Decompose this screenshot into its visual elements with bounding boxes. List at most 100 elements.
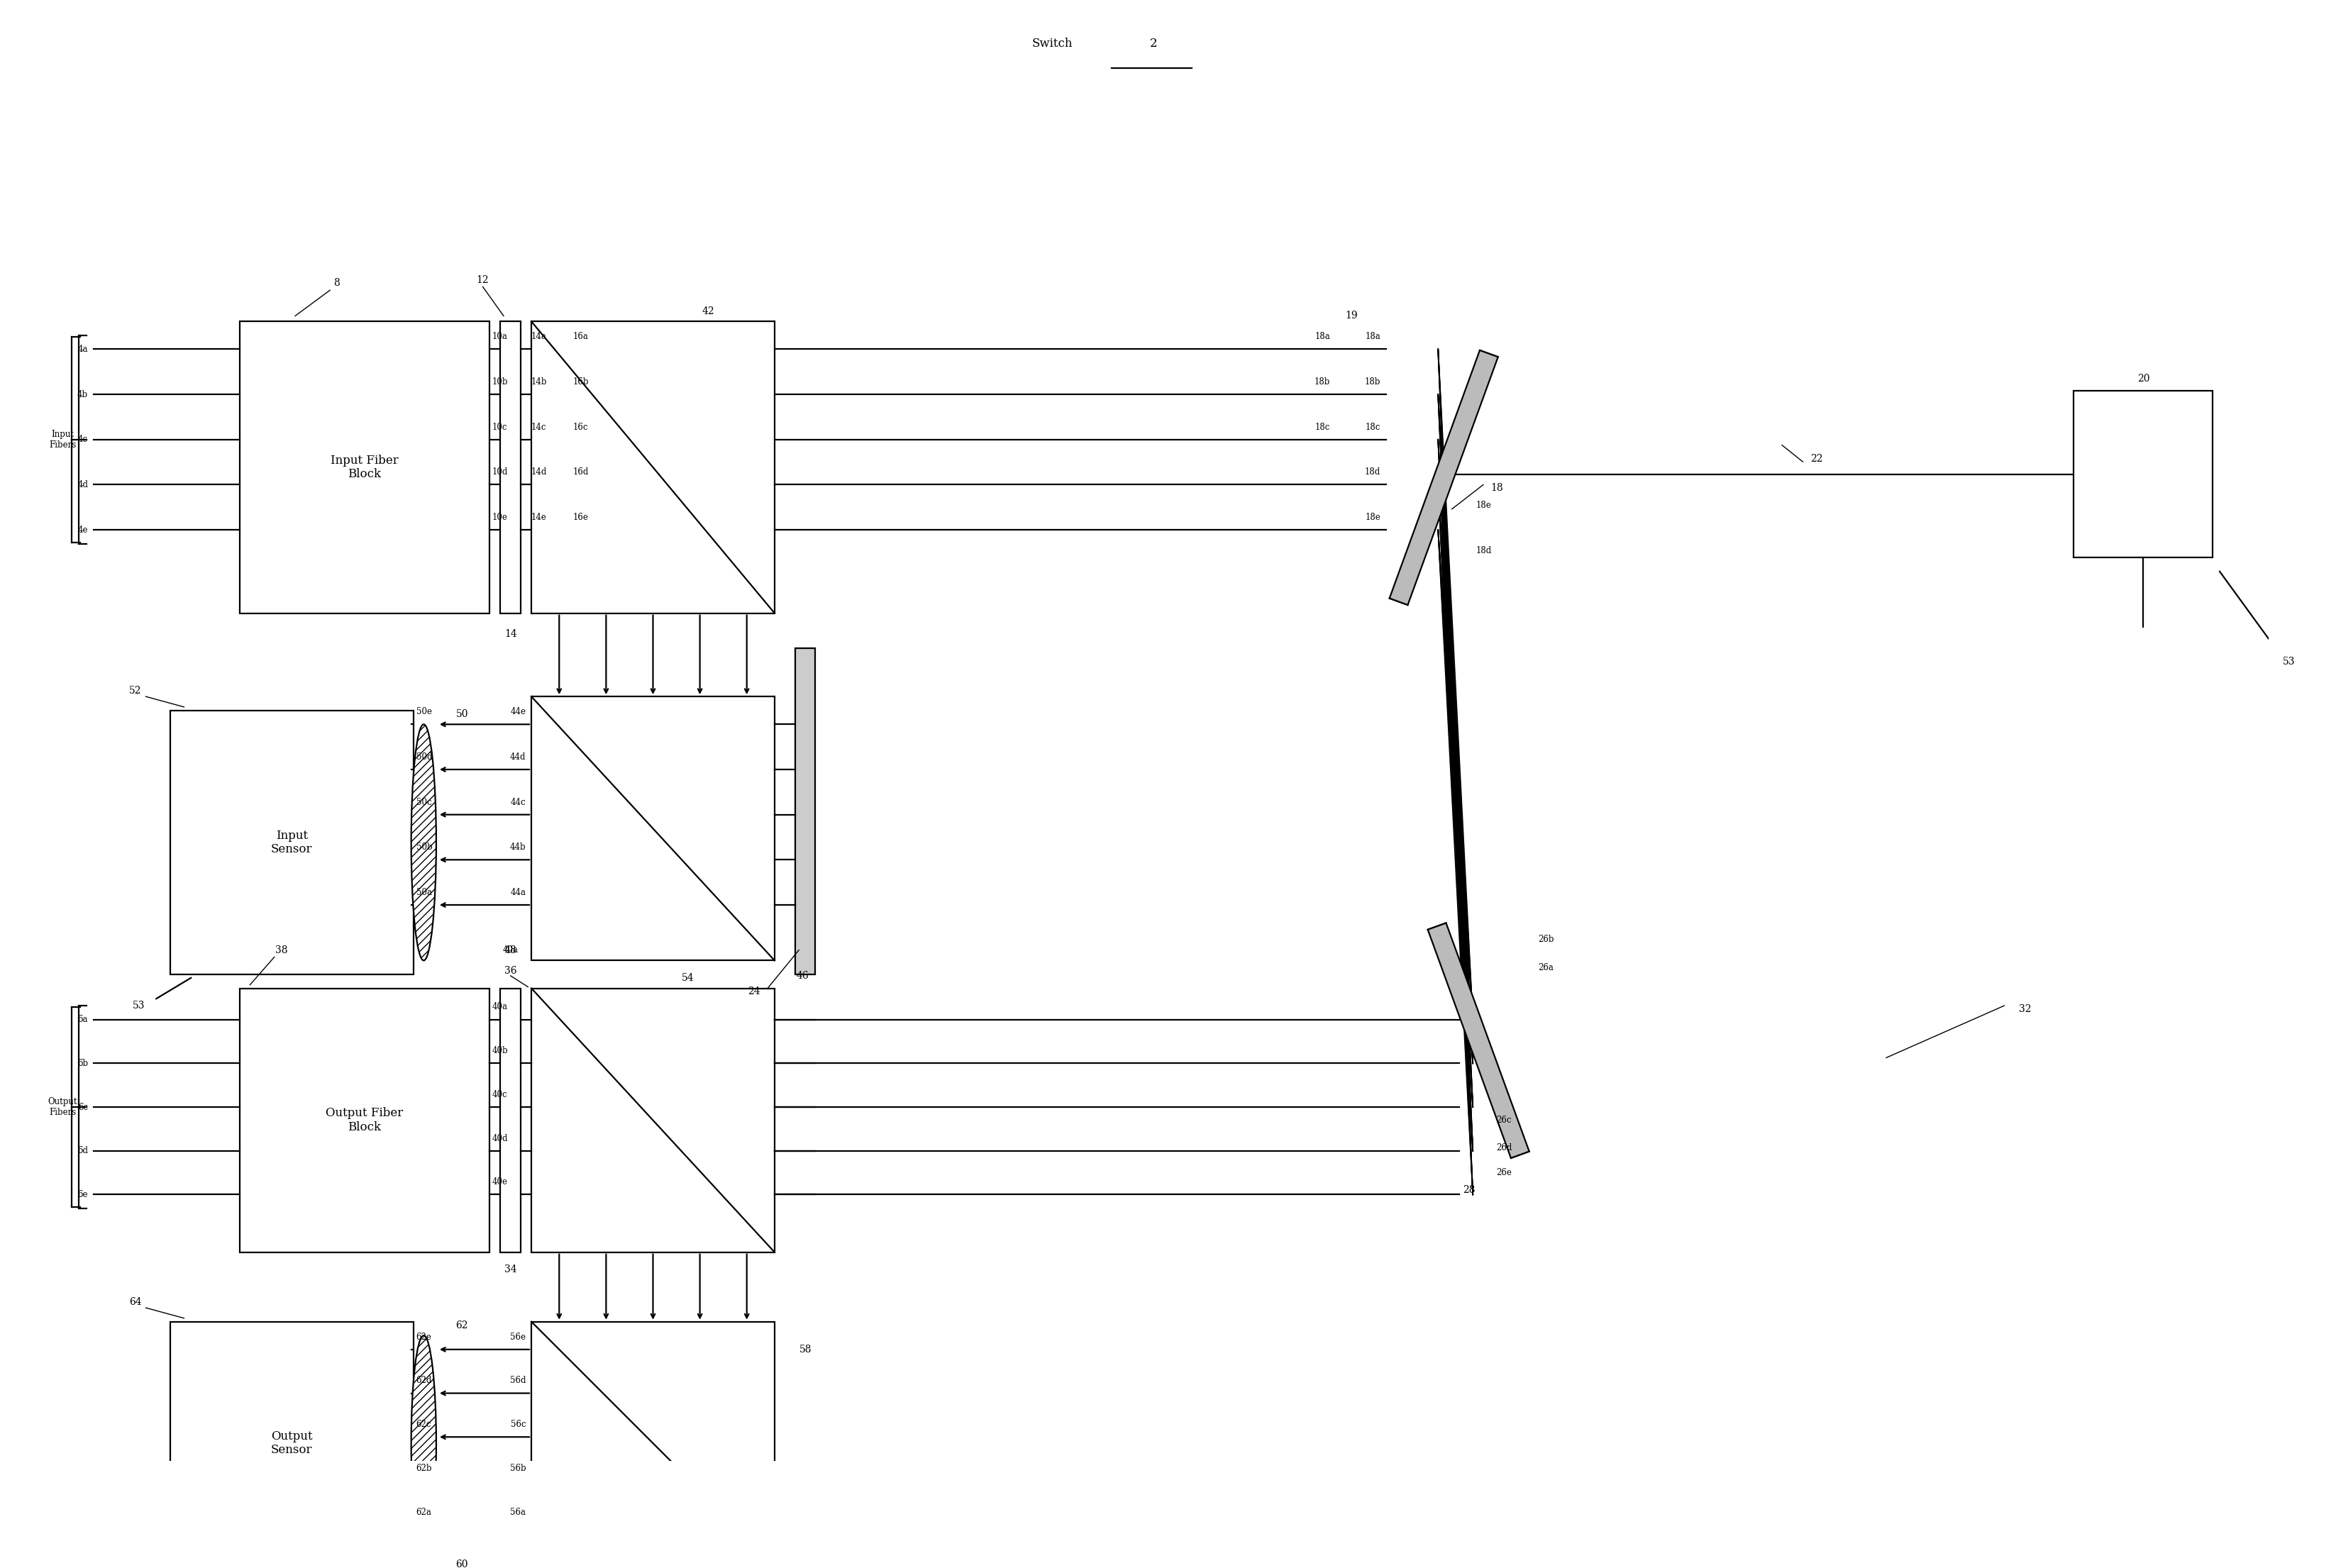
Text: 14a: 14a: [530, 332, 547, 342]
Text: 18: 18: [1490, 483, 1504, 494]
Text: 28: 28: [1462, 1185, 1476, 1195]
Text: 32: 32: [2018, 1004, 2032, 1014]
Text: 58: 58: [799, 1344, 813, 1355]
Text: 26a: 26a: [1537, 963, 1553, 972]
Text: 34: 34: [505, 1265, 516, 1275]
Text: 36: 36: [505, 966, 516, 975]
Text: 26e: 26e: [1497, 1168, 1511, 1178]
Text: 14e: 14e: [530, 513, 547, 522]
Text: 10b: 10b: [493, 378, 507, 387]
Text: Switch: Switch: [1033, 38, 1072, 50]
Text: 18b: 18b: [1315, 378, 1332, 387]
Text: 20: 20: [2137, 373, 2149, 384]
Text: 50a: 50a: [416, 887, 432, 897]
Text: 44d: 44d: [509, 753, 526, 762]
Text: 18a: 18a: [1315, 332, 1332, 342]
Bar: [530, 1322, 776, 1565]
Text: 10d: 10d: [493, 467, 507, 477]
Text: 4d: 4d: [77, 480, 89, 489]
Text: 26d: 26d: [1495, 1143, 1511, 1152]
Text: 18c: 18c: [1364, 422, 1381, 431]
Text: 54: 54: [682, 972, 694, 983]
Bar: [171, 710, 413, 974]
Text: Output
Sensor: Output Sensor: [271, 1430, 313, 1457]
Text: 42: 42: [703, 306, 715, 317]
Polygon shape: [1427, 924, 1530, 1159]
Bar: [241, 988, 491, 1253]
Text: Input Fiber
Block: Input Fiber Block: [332, 455, 399, 480]
Text: 53: 53: [133, 1000, 145, 1011]
Ellipse shape: [411, 724, 437, 961]
Text: 50d: 50d: [416, 753, 432, 762]
Text: 16b: 16b: [572, 378, 589, 387]
Text: 18b: 18b: [1364, 378, 1381, 387]
Text: 10e: 10e: [493, 513, 507, 522]
Text: 62: 62: [456, 1320, 467, 1330]
Text: 56c: 56c: [512, 1421, 526, 1428]
Text: 4b: 4b: [77, 390, 89, 398]
Text: 44b: 44b: [509, 842, 526, 851]
Bar: [500, 321, 521, 613]
Text: 18e: 18e: [1364, 513, 1381, 522]
Text: 44a: 44a: [509, 887, 526, 897]
Text: 50c: 50c: [416, 798, 432, 806]
Polygon shape: [1390, 350, 1497, 605]
Text: 19: 19: [1346, 310, 1357, 320]
Text: 14b: 14b: [530, 378, 547, 387]
Ellipse shape: [411, 1336, 437, 1551]
Text: 40c: 40c: [493, 1090, 507, 1099]
Text: Input
Sensor: Input Sensor: [271, 829, 313, 856]
Text: 56d: 56d: [509, 1377, 526, 1385]
Text: 44e: 44e: [509, 707, 526, 717]
Text: Output
Fibers: Output Fibers: [47, 1098, 77, 1116]
Text: 6d: 6d: [77, 1146, 89, 1156]
Text: 4e: 4e: [77, 525, 89, 535]
Text: 26b: 26b: [1537, 935, 1553, 944]
Bar: [530, 696, 776, 961]
Text: 16a: 16a: [572, 332, 589, 342]
Text: 8: 8: [334, 278, 341, 289]
Text: 16c: 16c: [572, 422, 589, 431]
Text: 14c: 14c: [530, 422, 547, 431]
Text: 12: 12: [477, 274, 488, 285]
Text: 6b: 6b: [77, 1058, 89, 1068]
Bar: [171, 1322, 413, 1565]
Text: 40a: 40a: [493, 1002, 507, 1011]
Text: 18e: 18e: [1476, 500, 1493, 510]
Text: 2: 2: [1149, 38, 1156, 50]
Text: 40b: 40b: [493, 1046, 507, 1055]
Text: 40a: 40a: [502, 946, 519, 955]
Text: 16d: 16d: [572, 467, 589, 477]
Text: 56a: 56a: [509, 1507, 526, 1516]
Text: 60: 60: [456, 1560, 467, 1568]
Text: 56e: 56e: [509, 1333, 526, 1342]
Bar: [530, 321, 776, 613]
Text: 46: 46: [797, 971, 808, 980]
Text: 6a: 6a: [77, 1014, 89, 1024]
Text: 56b: 56b: [509, 1463, 526, 1472]
Text: 6e: 6e: [77, 1190, 89, 1200]
Text: 62c: 62c: [416, 1421, 432, 1428]
Bar: [241, 321, 491, 613]
Bar: [530, 988, 776, 1253]
Text: Input
Fibers: Input Fibers: [49, 430, 77, 450]
Text: 4c: 4c: [77, 434, 89, 444]
Text: 18d: 18d: [1364, 467, 1381, 477]
Text: 22: 22: [1810, 455, 1822, 464]
Text: 62b: 62b: [416, 1463, 432, 1472]
Text: 16e: 16e: [572, 513, 589, 522]
Text: 52: 52: [128, 687, 142, 696]
Text: 44c: 44c: [512, 798, 526, 806]
Bar: [500, 988, 521, 1253]
Text: 4a: 4a: [77, 345, 89, 354]
Text: 18c: 18c: [1315, 422, 1332, 431]
Text: Output Fiber
Block: Output Fiber Block: [327, 1107, 404, 1134]
Text: 10a: 10a: [493, 332, 507, 342]
Text: 62e: 62e: [416, 1333, 432, 1342]
Text: 62a: 62a: [416, 1507, 432, 1516]
Text: 38: 38: [276, 946, 287, 955]
Bar: [2074, 390, 2212, 558]
Text: 18d: 18d: [1476, 546, 1493, 555]
Text: 50: 50: [456, 709, 467, 718]
Text: 26c: 26c: [1497, 1116, 1511, 1124]
